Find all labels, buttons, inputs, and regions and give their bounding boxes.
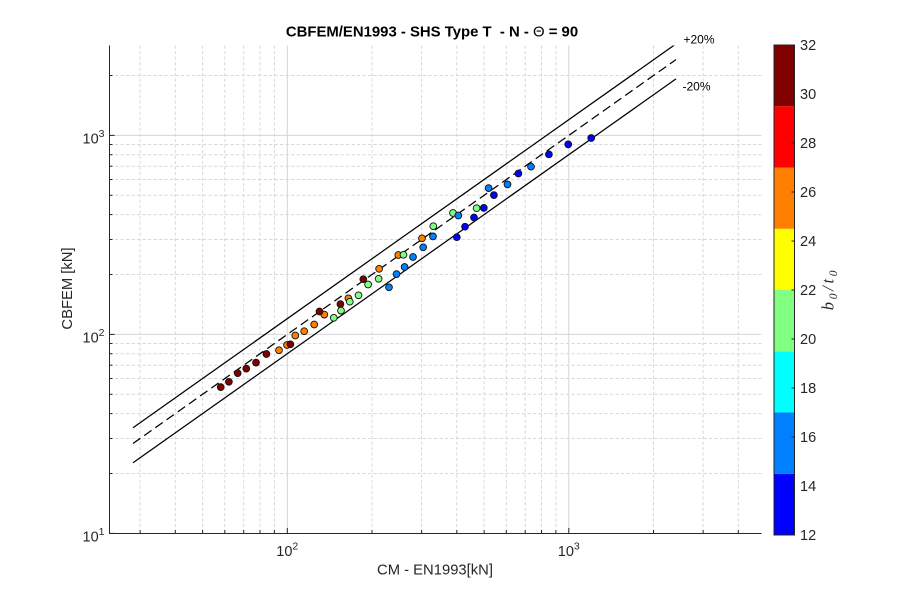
svg-text:3: 3	[574, 541, 580, 553]
svg-text:10: 10	[83, 530, 99, 546]
svg-text:+20%: +20%	[683, 33, 714, 47]
svg-text:2: 2	[99, 327, 105, 339]
svg-text:30: 30	[800, 87, 816, 103]
svg-text:10: 10	[558, 544, 574, 560]
svg-text:CM - EN1993[kN]: CM - EN1993[kN]	[377, 563, 493, 579]
svg-text:26: 26	[800, 185, 816, 201]
svg-text:3: 3	[99, 128, 105, 140]
svg-text:CBFEM [kN]: CBFEM [kN]	[60, 247, 76, 329]
svg-text:18: 18	[800, 381, 816, 397]
svg-text:12: 12	[800, 528, 816, 544]
svg-text:2: 2	[292, 541, 298, 553]
svg-text:20: 20	[800, 332, 816, 348]
svg-text:28: 28	[800, 136, 816, 152]
svg-text:16: 16	[800, 430, 816, 446]
svg-text:24: 24	[800, 234, 816, 250]
svg-text:-20%: -20%	[682, 80, 710, 94]
svg-text:CBFEM/EN1993 - SHS Type T - N: CBFEM/EN1993 - SHS Type T - N - Θ = 90	[286, 25, 578, 41]
svg-text:10: 10	[276, 544, 292, 560]
svg-text:10: 10	[83, 331, 99, 347]
svg-text:14: 14	[800, 479, 816, 495]
svg-text:32: 32	[800, 38, 816, 54]
svg-text:22: 22	[800, 283, 816, 299]
svg-text:b0/t0: b0/t0	[819, 268, 841, 310]
svg-text:10: 10	[83, 132, 99, 148]
svg-text:1: 1	[99, 526, 105, 538]
